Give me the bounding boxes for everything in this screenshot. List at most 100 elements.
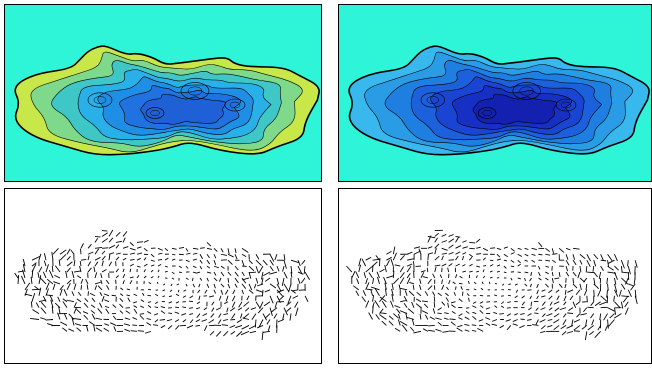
velocity-arrow [358,264,362,273]
velocity-arrow [399,277,405,285]
velocity-arrow [206,259,210,265]
velocity-arrow [157,275,160,279]
velocity-arrow [412,284,415,290]
velocity-arrow [136,252,143,255]
velocity-arrow [580,313,587,316]
velocity-arrow [394,264,401,267]
velocity-arrow [600,254,604,261]
velocity-arrow [538,271,541,277]
velocity-arrow [249,271,257,274]
velocity-arrow [592,266,595,272]
velocity-arrow [444,292,449,297]
velocity-arrow [59,254,67,261]
velocity-arrow [558,283,563,288]
velocity-arrow [274,254,278,261]
velocity-arrow [441,233,447,237]
velocity-arrow [372,261,378,267]
velocity-arrow [276,289,284,297]
velocity-arrow [185,252,191,255]
velocity-arrow [413,330,422,334]
velocity-arrow [416,298,422,303]
velocity-arrow [136,257,141,261]
velocity-arrow [627,289,632,298]
velocity-arrow [108,237,114,243]
velocity-arrow [220,265,225,269]
velocity-arrow [104,323,110,326]
velocity-arrow [392,270,395,279]
velocity-arrow [183,289,187,292]
velocity-arrow [503,271,507,274]
velocity-arrow [263,301,271,307]
velocity-arrow [441,240,447,243]
velocity-arrow [206,283,210,289]
velocity-arrow [162,289,166,292]
velocity-arrow [167,325,173,330]
velocity-arrow [621,283,626,290]
velocity-arrow [365,265,373,273]
eddy-contour [420,92,445,108]
velocity-arrow [448,279,451,285]
velocity-arrow [143,257,147,261]
velocity-arrow [455,274,458,279]
velocity-arrow [510,247,515,252]
velocity-arrow [122,257,127,261]
velocity-arrow [479,309,484,314]
velocity-arrow [101,269,107,273]
velocity-arrow [76,298,82,303]
contour-panel-deep [338,4,652,182]
velocity-arrow [59,288,63,296]
velocity-arrow [269,271,278,275]
velocity-arrow [62,298,68,303]
velocity-arrow [524,283,528,287]
eddy-contour [482,110,492,116]
velocity-arrow [455,255,459,261]
velocity-arrow [244,307,250,312]
velocity-arrow [496,264,501,267]
velocity-arrow [83,302,89,308]
velocity-arrow [133,308,138,314]
velocity-arrow [462,264,466,267]
velocity-arrow [441,247,448,251]
velocity-arrow [545,247,550,252]
velocity-arrow [567,312,574,315]
velocity-arrow [283,260,287,269]
velocity-arrow [22,264,26,273]
velocity-arrow [119,310,124,314]
velocity-arrow [285,301,292,307]
velocity-arrow [521,295,525,299]
velocity-arrow [94,281,102,285]
velocity-arrow [534,312,539,315]
velocity-arrow [143,275,147,279]
velocity-arrow [97,285,103,291]
velocity-arrow [613,295,615,302]
velocity-arrow [57,296,61,302]
velocity-arrow [607,307,615,312]
velocity-arrow [476,270,480,273]
velocity-arrow [125,310,131,314]
velocity-arrow [160,306,166,309]
velocity-arrow [258,265,264,274]
velocity-arrow [225,295,229,302]
velocity-arrow [255,289,263,293]
velocity-arrow [472,305,477,309]
velocity-arrow [115,275,119,279]
velocity-arrow [411,301,415,308]
velocity-arrow [254,319,257,328]
velocity-arrow [154,293,159,297]
velocity-arrow [66,261,73,267]
velocity-arrow [177,289,180,293]
velocity-arrow [211,301,215,306]
velocity-arrow [264,289,271,293]
velocity-arrow [630,283,636,291]
velocity-arrow [427,285,433,291]
velocity-arrow [614,289,619,297]
velocity-arrow [68,328,75,332]
velocity-arrow [101,238,109,243]
velocity-arrow [94,261,99,267]
velocity-arrow [506,313,512,317]
velocity-arrow [407,258,414,261]
velocity-arrow [468,257,473,261]
velocity-arrow [411,319,415,326]
velocity-arrow [140,299,145,303]
velocity-arrow [291,289,299,292]
